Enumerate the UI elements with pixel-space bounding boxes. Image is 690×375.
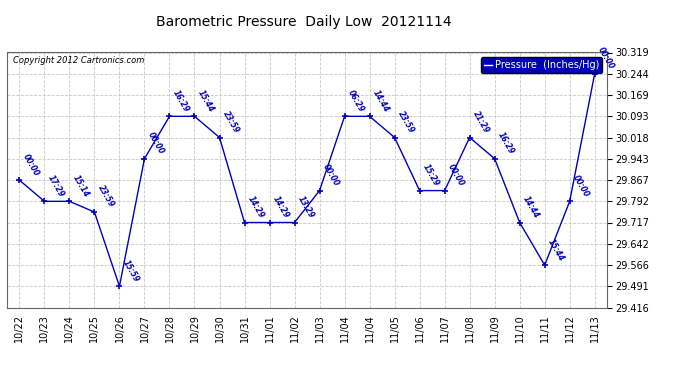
Text: 14:29: 14:29	[271, 195, 290, 220]
Text: 00:00: 00:00	[146, 130, 166, 156]
Text: 00:00: 00:00	[21, 152, 41, 177]
Text: 15:29: 15:29	[421, 162, 441, 188]
Text: 21:29: 21:29	[471, 110, 491, 135]
Text: 15:44: 15:44	[546, 237, 566, 262]
Text: 06:29: 06:29	[346, 88, 366, 114]
Text: 15:44: 15:44	[196, 88, 216, 114]
Text: Copyright 2012 Cartronics.com: Copyright 2012 Cartronics.com	[13, 56, 144, 65]
Text: 15:59: 15:59	[121, 258, 141, 284]
Text: 00:00: 00:00	[596, 46, 616, 71]
Text: 15:14: 15:14	[71, 173, 90, 198]
Text: 14:44: 14:44	[371, 88, 391, 114]
Legend: Pressure  (Inches/Hg): Pressure (Inches/Hg)	[482, 57, 602, 73]
Text: 13:29: 13:29	[296, 195, 316, 220]
Text: Barometric Pressure  Daily Low  20121114: Barometric Pressure Daily Low 20121114	[156, 15, 451, 29]
Text: 17:29: 17:29	[46, 173, 66, 198]
Text: 23:59: 23:59	[396, 110, 416, 135]
Text: 00:00: 00:00	[571, 173, 591, 198]
Text: 16:29: 16:29	[171, 88, 190, 114]
Text: 23:59: 23:59	[96, 184, 116, 209]
Text: 16:29: 16:29	[496, 130, 516, 156]
Text: 00:00: 00:00	[446, 162, 466, 188]
Text: 14:29: 14:29	[246, 195, 266, 220]
Text: 23:59: 23:59	[221, 110, 241, 135]
Text: 00:00: 00:00	[321, 162, 341, 188]
Text: 14:44: 14:44	[521, 195, 541, 220]
